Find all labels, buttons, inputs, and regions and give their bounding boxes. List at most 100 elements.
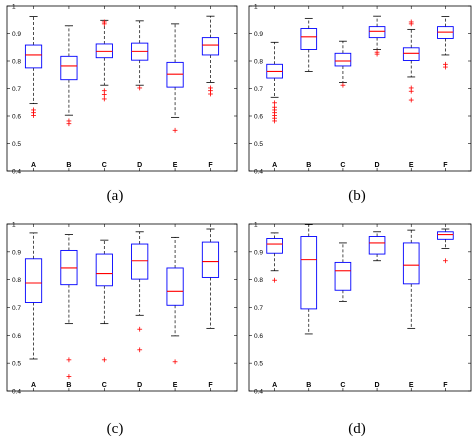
x-category-label: B — [306, 382, 311, 389]
iqr-box — [95, 253, 113, 287]
outlier-marker — [101, 96, 107, 102]
iqr-box — [300, 236, 318, 310]
y-tick-label: 0.5 — [254, 361, 263, 368]
iqr-box — [24, 258, 43, 303]
iqr-box — [166, 61, 184, 88]
y-tick-label: 0.9 — [12, 31, 21, 38]
iqr-box — [334, 261, 352, 291]
iqr-box — [402, 242, 420, 285]
y-tick-label: 0.8 — [254, 277, 263, 284]
outlier-marker — [442, 64, 448, 70]
outlier-marker — [101, 357, 107, 363]
outlier-marker — [172, 127, 178, 133]
y-tick-label: 0.5 — [12, 141, 21, 148]
outlier-marker — [66, 374, 72, 379]
y-tick-label: 0.4 — [12, 169, 21, 176]
iqr-box — [300, 28, 318, 50]
outlier-marker — [101, 21, 107, 27]
caption-b: (b) — [348, 188, 366, 204]
outlier-marker — [137, 347, 143, 353]
outlier-marker — [272, 277, 278, 283]
x-category-label: A — [272, 382, 277, 389]
y-tick-label: 0.9 — [12, 249, 21, 256]
y-tick-label: 0.6 — [254, 114, 263, 121]
outlier-marker — [408, 97, 414, 103]
iqr-box — [402, 47, 420, 61]
x-category-label: A — [272, 162, 277, 169]
outlier-marker — [272, 100, 278, 106]
outlier-marker — [208, 91, 213, 97]
y-tick-label: 0.6 — [12, 333, 21, 340]
x-category-label: C — [102, 162, 107, 169]
iqr-box — [201, 241, 220, 278]
outlier-marker — [408, 21, 414, 27]
outlier-marker — [272, 118, 278, 124]
y-tick-label: 0.9 — [254, 249, 263, 256]
x-category-label: F — [208, 382, 213, 389]
x-category-label: F — [443, 382, 448, 389]
y-tick-label: 0.7 — [12, 86, 21, 93]
iqr-box — [266, 238, 283, 254]
outlier-marker — [137, 326, 143, 332]
caption-c: (c) — [107, 421, 124, 437]
outlier-marker — [66, 121, 72, 127]
iqr-box — [201, 37, 220, 56]
x-category-label: D — [137, 382, 142, 389]
y-tick-label: 1 — [254, 222, 258, 229]
panel-d-chart: 0.4 0.5 0.6 0.7 0.8 0.9 1 A B C D E F — [248, 222, 472, 396]
outlier-marker — [172, 359, 178, 365]
x-category-label: E — [173, 382, 178, 389]
outlier-marker — [408, 88, 414, 94]
panel-c-chart: 0.4 0.5 0.6 0.7 0.8 0.9 1 A B C D E F — [6, 222, 238, 396]
x-category-label: E — [409, 382, 414, 389]
outlier-marker — [442, 258, 448, 264]
x-category-label: D — [137, 162, 142, 169]
caption-d: (d) — [348, 421, 366, 437]
y-tick-label: 1 — [12, 4, 16, 11]
iqr-box — [131, 243, 149, 280]
y-tick-label: 0.9 — [254, 31, 263, 38]
x-category-label: B — [306, 162, 311, 169]
x-category-label: C — [102, 382, 107, 389]
x-category-label: F — [208, 162, 213, 169]
outlier-marker — [137, 85, 143, 91]
iqr-box — [368, 26, 386, 39]
y-tick-label: 1 — [254, 4, 258, 11]
y-tick-label: 0.4 — [12, 389, 21, 396]
y-tick-label: 0.5 — [254, 141, 263, 148]
y-tick-label: 0.6 — [12, 114, 21, 121]
iqr-box — [60, 55, 78, 81]
caption-a: (a) — [107, 188, 124, 204]
x-category-label: D — [375, 382, 380, 389]
iqr-box — [334, 52, 352, 67]
x-category-label: A — [31, 162, 36, 169]
iqr-box — [166, 267, 184, 306]
y-tick-label: 0.8 — [12, 277, 21, 284]
x-category-label: E — [173, 162, 178, 169]
x-category-label: C — [340, 162, 345, 169]
outlier-marker — [101, 92, 107, 97]
outlier-marker — [374, 51, 380, 57]
outlier-marker — [66, 357, 72, 363]
y-tick-label: 0.8 — [12, 59, 21, 66]
panel-a-chart: 0.4 0.5 0.6 0.7 0.8 0.9 1 A B C D E F — [6, 4, 238, 176]
panel-b-chart: 0.4 0.5 0.6 0.7 0.8 0.9 1 A B C D E F — [248, 4, 472, 176]
y-tick-label: 0.8 — [254, 59, 263, 66]
x-category-label: B — [66, 162, 71, 169]
x-category-label: A — [31, 382, 36, 389]
y-tick-label: 1 — [12, 222, 16, 229]
x-category-label: C — [340, 382, 345, 389]
x-category-label: E — [409, 162, 414, 169]
x-category-label: D — [375, 162, 380, 169]
y-tick-label: 0.7 — [12, 305, 21, 312]
iqr-box — [24, 44, 43, 69]
y-tick-label: 0.7 — [254, 305, 263, 312]
y-tick-label: 0.5 — [12, 361, 21, 368]
iqr-box — [437, 231, 454, 240]
x-category-label: B — [66, 382, 71, 389]
y-tick-label: 0.4 — [254, 169, 263, 176]
y-tick-label: 0.7 — [254, 86, 263, 93]
outlier-marker — [31, 113, 36, 118]
y-tick-label: 0.6 — [254, 333, 263, 340]
